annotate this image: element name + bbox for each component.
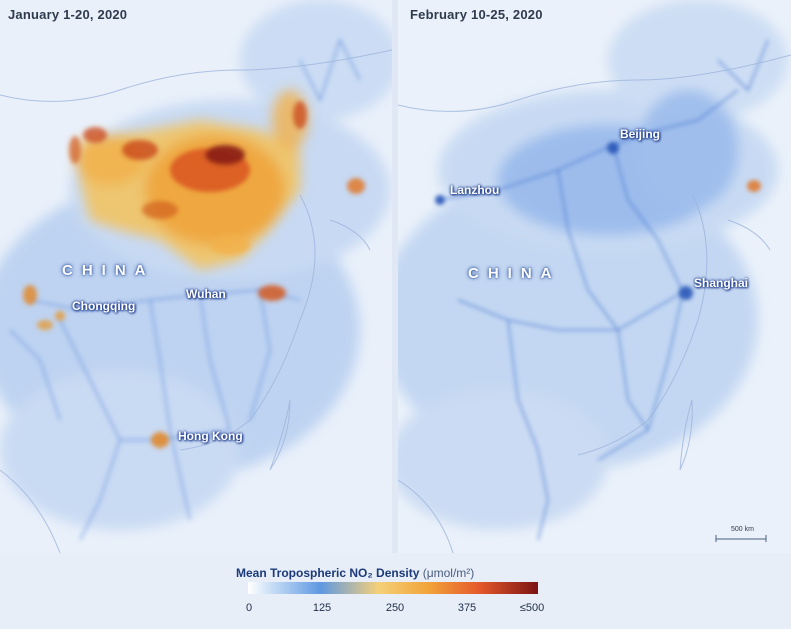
panel-date-january: January 1-20, 2020 (8, 7, 128, 22)
legend-title: Mean Tropospheric NO₂ Density (μmol/m²) (236, 566, 474, 580)
legend-tick-0: 0 (245, 602, 253, 614)
map-panel-january: January 1-20, 2020 CHINA Chongqing Wuhan… (0, 0, 392, 553)
no2-map-january (0, 0, 392, 553)
legend-tick-500: ≤500 (519, 602, 545, 614)
color-legend: Mean Tropospheric NO₂ Density (μmol/m²) … (0, 553, 791, 629)
city-label-wuhan: Wuhan (186, 287, 226, 301)
legend-title-text: Mean Tropospheric NO₂ Density (236, 566, 420, 580)
city-label-beijing: Beijing (620, 127, 661, 141)
city-label-hong-kong: Hong Kong (178, 429, 243, 443)
legend-tick-125: 125 (312, 602, 332, 614)
legend-color-bar (248, 582, 538, 594)
city-label-chongqing: Chongqing (72, 299, 136, 313)
city-label-shanghai: Shanghai (694, 276, 749, 290)
map-panel-february: February 10-25, 2020 CHINA Beijing Lanzh… (398, 0, 791, 553)
legend-unit: (μmol/m²) (422, 566, 475, 580)
panel-divider (392, 0, 398, 553)
panel-date-february: February 10-25, 2020 (410, 7, 543, 22)
legend-tick-375: 375 (457, 602, 477, 614)
scale-bar (715, 535, 767, 542)
no2-map-february (398, 0, 791, 553)
country-label-china-left: CHINA (62, 262, 155, 279)
country-label-china-right: CHINA (468, 265, 561, 282)
city-label-lanzhou: Lanzhou (450, 183, 500, 197)
legend-tick-250: 250 (385, 602, 405, 614)
scale-label: 500 km (731, 526, 754, 533)
